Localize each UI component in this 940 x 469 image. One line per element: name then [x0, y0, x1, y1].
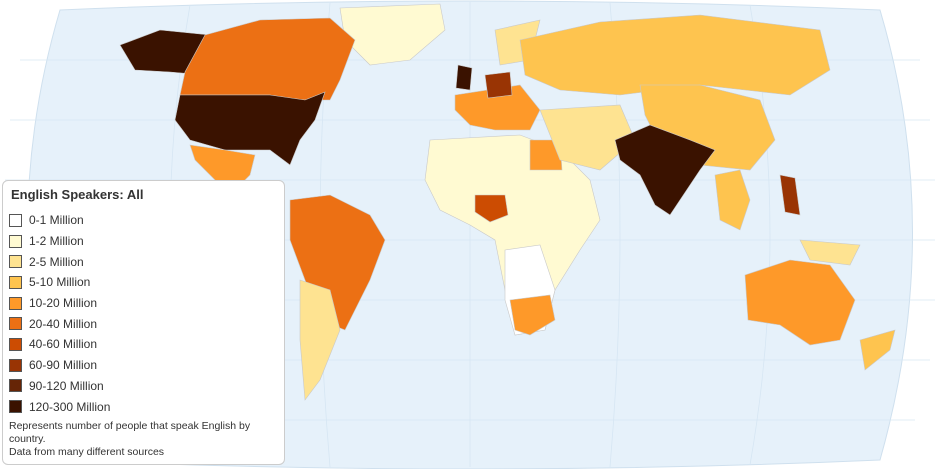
legend-item: 2-5 Million — [9, 251, 278, 272]
legend-label: 90-120 Million — [29, 378, 104, 393]
legend-swatch — [9, 234, 22, 248]
legend-label: 60-90 Million — [29, 358, 98, 373]
legend-swatch — [9, 337, 22, 351]
legend-swatch — [9, 255, 22, 269]
legend-label: 2-5 Million — [29, 254, 84, 269]
countries — [119, 3, 896, 401]
legend-swatch — [9, 400, 22, 414]
legend-label: 5-10 Million — [29, 275, 91, 290]
legend: English Speakers: All 0-1 Million 1-2 Mil… — [2, 180, 285, 465]
legend-label: 40-60 Million — [29, 337, 98, 352]
legend-item: 1-2 Million — [9, 231, 278, 252]
legend-label: 10-20 Million — [29, 296, 98, 311]
legend-label: 120-300 Million — [29, 399, 111, 414]
legend-swatch — [9, 296, 22, 310]
legend-item: 60-90 Million — [9, 355, 278, 376]
legend-items: 0-1 Million 1-2 Million 2-5 Million 5-10 Mi… — [9, 210, 278, 417]
legend-item: 10-20 Million — [9, 293, 278, 314]
legend-item: 90-120 Million — [9, 376, 278, 397]
legend-swatch — [9, 358, 22, 372]
legend-label: 20-40 Million — [29, 316, 98, 331]
legend-swatch — [9, 213, 22, 227]
legend-label: 0-1 Million — [29, 213, 84, 228]
legend-item: 5-10 Million — [9, 272, 278, 293]
legend-swatch — [9, 275, 22, 289]
legend-notes: Represents number of people that speak E… — [9, 420, 278, 459]
legend-item: 0-1 Million — [9, 210, 278, 231]
legend-item: 20-40 Million — [9, 313, 278, 334]
legend-label: 1-2 Million — [29, 234, 84, 249]
legend-note: Data from many different sources — [9, 445, 165, 458]
legend-title: English Speakers: All — [11, 187, 144, 202]
legend-note: Represents number of people that speak E… — [9, 419, 251, 445]
legend-swatch — [9, 317, 22, 331]
legend-swatch — [9, 379, 22, 393]
legend-item: 120-300 Million — [9, 396, 278, 417]
legend-item: 40-60 Million — [9, 334, 278, 355]
